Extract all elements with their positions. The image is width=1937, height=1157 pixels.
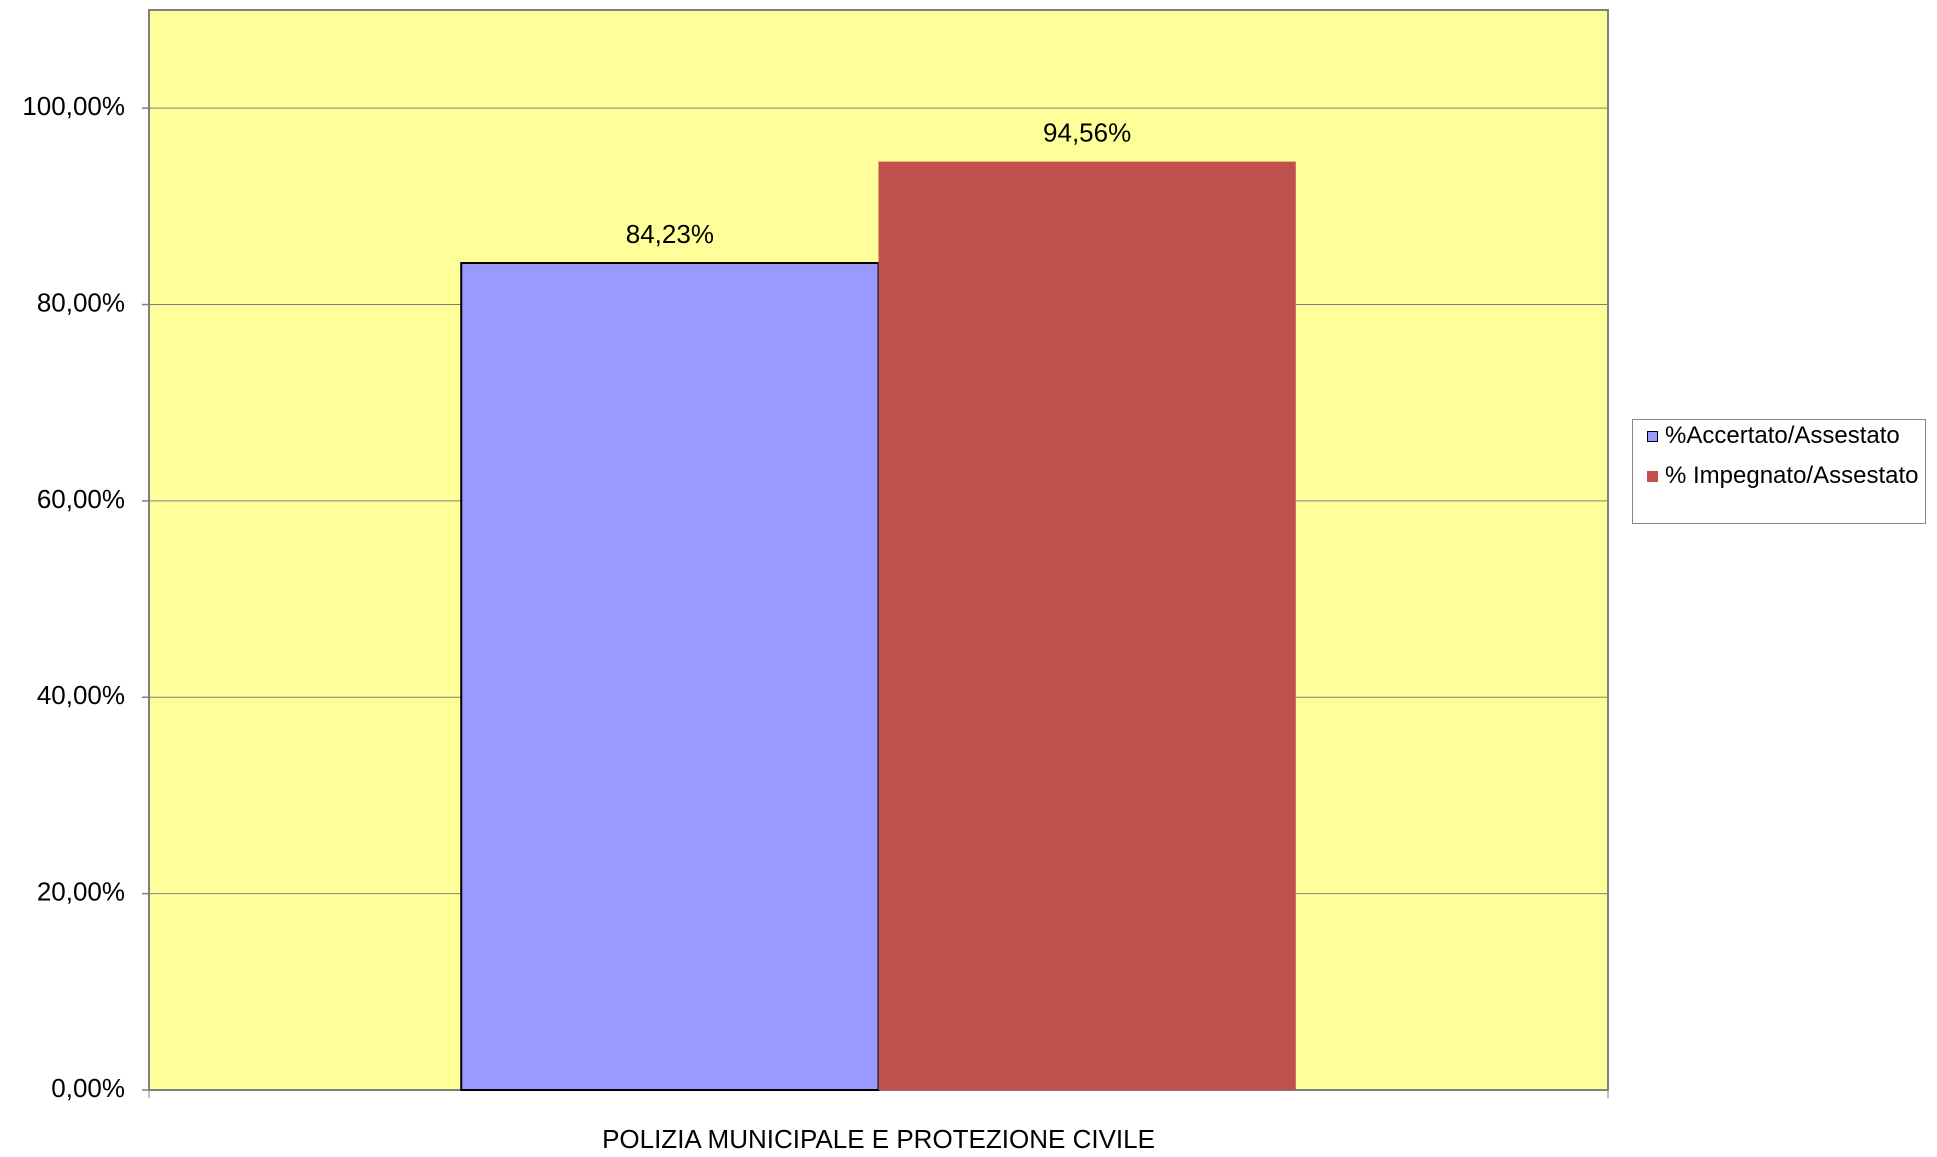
y-tick-label: 40,00% <box>37 680 125 710</box>
legend-swatch <box>1647 471 1658 482</box>
legend-swatch <box>1647 431 1658 442</box>
y-tick-label: 60,00% <box>37 484 125 514</box>
bar <box>878 161 1296 1091</box>
y-tick-label: 100,00% <box>22 91 125 121</box>
x-tick-label: POLIZIA MUNICIPALE E PROTEZIONE CIVILE <box>602 1124 1155 1154</box>
data-label: 94,56% <box>1043 117 1131 147</box>
legend: %Accertato/Assestato % Impegnato/Assestat… <box>1632 419 1926 524</box>
y-tick-label: 20,00% <box>37 877 125 907</box>
data-label: 84,23% <box>626 219 714 249</box>
y-tick-label: 0,00% <box>51 1073 125 1103</box>
legend-entry: % Impegnato/Assestato <box>1645 462 1921 490</box>
legend-label: % Impegnato/Assestato <box>1665 462 1919 489</box>
legend-label: %Accertato/Assestato <box>1665 422 1900 449</box>
bar <box>460 262 880 1092</box>
legend-entry: %Accertato/Assestato <box>1645 422 1921 450</box>
y-tick-label: 80,00% <box>37 287 125 317</box>
